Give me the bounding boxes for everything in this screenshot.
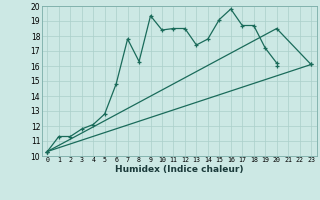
X-axis label: Humidex (Indice chaleur): Humidex (Indice chaleur) [115,165,244,174]
